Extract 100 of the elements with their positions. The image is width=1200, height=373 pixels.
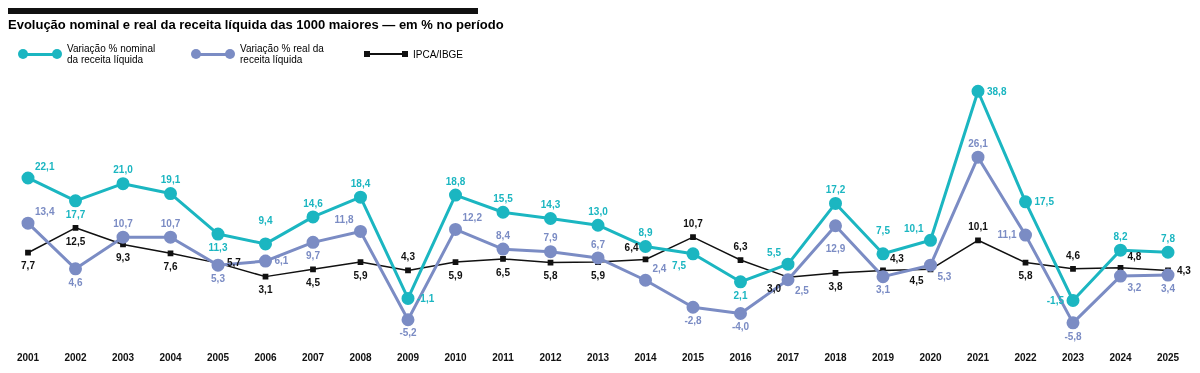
data-label: 13,0 bbox=[588, 205, 609, 217]
data-label: 18,4 bbox=[350, 177, 371, 189]
x-tick-label: 2024 bbox=[1109, 351, 1133, 363]
data-label: 17,7 bbox=[65, 208, 86, 220]
data-label: 26,1 bbox=[968, 137, 989, 149]
data-label: 6,5 bbox=[496, 266, 511, 278]
data-label: 8,4 bbox=[496, 229, 511, 241]
data-label: 8,9 bbox=[638, 227, 653, 239]
data-label: 7,9 bbox=[543, 232, 558, 244]
data-label: 4,6 bbox=[1066, 249, 1081, 261]
data-label: 4,3 bbox=[401, 251, 416, 263]
data-label: 4,5 bbox=[909, 275, 924, 287]
x-tick-label: 2001 bbox=[16, 351, 40, 363]
x-tick-label: 2012 bbox=[539, 351, 563, 363]
data-label: 10,1 bbox=[904, 223, 924, 235]
x-tick-label: 2005 bbox=[206, 351, 230, 363]
data-label: 4,3 bbox=[890, 253, 905, 265]
x-tick-label: 2019 bbox=[871, 351, 895, 363]
data-label: 19,1 bbox=[160, 174, 181, 186]
data-label: 15,5 bbox=[493, 192, 514, 204]
legend-label: Variação % nominal da receita líquida bbox=[67, 43, 157, 65]
x-tick-label: 2018 bbox=[824, 351, 848, 363]
x-tick-label: 2011 bbox=[492, 351, 515, 363]
data-label: 5,7 bbox=[227, 257, 242, 269]
data-label: 9,4 bbox=[258, 214, 273, 226]
x-tick-label: 2014 bbox=[634, 351, 658, 363]
x-tick-label: 2013 bbox=[586, 351, 610, 363]
data-label: 10,7 bbox=[113, 217, 134, 229]
data-label: 11,8 bbox=[334, 214, 354, 226]
data-label: 9,7 bbox=[306, 250, 321, 262]
data-label: 3,0 bbox=[767, 282, 782, 294]
x-tick-label: 2021 bbox=[966, 351, 990, 363]
x-tick-label: 2016 bbox=[729, 351, 753, 363]
data-label: 7,6 bbox=[163, 261, 178, 273]
data-label: -5,8 bbox=[1064, 330, 1083, 342]
data-label: 8,2 bbox=[1113, 230, 1128, 242]
data-label: 7,8 bbox=[1161, 232, 1176, 244]
legend-label: IPCA/IBGE bbox=[413, 48, 464, 60]
x-tick-label: 2023 bbox=[1061, 351, 1085, 363]
data-label: 5,9 bbox=[448, 269, 463, 281]
data-label: 5,3 bbox=[211, 272, 226, 284]
data-label: 12,5 bbox=[65, 235, 86, 247]
data-label: 2,5 bbox=[795, 285, 810, 297]
x-tick-label: 2025 bbox=[1156, 351, 1180, 363]
data-label: 2,4 bbox=[652, 263, 667, 275]
data-label: 3,1 bbox=[258, 284, 273, 296]
x-tick-label: 2009 bbox=[396, 351, 420, 363]
data-label: 17,2 bbox=[825, 184, 846, 196]
chart-title: Evolução nominal e real da receita líquida das 1000 maiores — em % no período bbox=[8, 16, 505, 34]
x-tick-label: 2015 bbox=[681, 351, 705, 363]
data-label: 5,5 bbox=[767, 246, 782, 258]
data-label: 13,4 bbox=[35, 205, 55, 217]
data-label: 4,5 bbox=[306, 277, 321, 289]
legend-label: Variação % real da receita líquida bbox=[240, 43, 325, 65]
data-label: 7,5 bbox=[672, 259, 687, 271]
data-label: 4,3 bbox=[1177, 264, 1192, 276]
data-label: 14,6 bbox=[303, 197, 324, 209]
x-tick-label: 2008 bbox=[349, 351, 373, 363]
data-label: 9,3 bbox=[116, 252, 131, 264]
x-tick-label: 2006 bbox=[254, 351, 278, 363]
x-tick-label: 2017 bbox=[776, 351, 800, 363]
data-label: -4,0 bbox=[731, 321, 750, 333]
data-label: 4,6 bbox=[68, 276, 83, 288]
data-label: 11,3 bbox=[208, 241, 228, 253]
data-label: -5,2 bbox=[399, 327, 418, 339]
data-label: 22,1 bbox=[35, 160, 55, 172]
x-tick-label: 2010 bbox=[444, 351, 468, 363]
data-label: 6,7 bbox=[591, 238, 606, 250]
data-label: 10,1 bbox=[968, 221, 989, 233]
data-label: 38,8 bbox=[987, 85, 1007, 97]
data-label: 10,7 bbox=[683, 217, 704, 229]
data-label: 14,3 bbox=[540, 199, 561, 211]
data-label: 10,7 bbox=[160, 217, 181, 229]
data-label: 6,4 bbox=[624, 242, 639, 254]
data-label: 12,9 bbox=[825, 243, 846, 255]
data-label: 21,0 bbox=[113, 164, 134, 176]
data-label: 3,8 bbox=[828, 280, 843, 292]
x-tick-label: 2002 bbox=[64, 351, 88, 363]
data-label: 4,8 bbox=[1127, 250, 1142, 262]
data-label: 5,9 bbox=[353, 269, 368, 281]
x-tick-label: 2007 bbox=[301, 351, 325, 363]
data-label: 3,1 bbox=[876, 284, 891, 296]
data-label: 5,8 bbox=[1018, 270, 1033, 282]
data-label: 5,3 bbox=[937, 270, 952, 282]
data-label: 7,5 bbox=[876, 224, 891, 236]
data-label: 18,8 bbox=[445, 175, 466, 187]
data-label: 11,1 bbox=[997, 229, 1017, 241]
data-label: 5,8 bbox=[543, 270, 558, 282]
data-label: 6,3 bbox=[733, 240, 748, 252]
data-label: 12,2 bbox=[462, 212, 483, 224]
data-label: 5,9 bbox=[591, 269, 606, 281]
data-label: 7,7 bbox=[21, 260, 36, 272]
x-tick-label: 2020 bbox=[919, 351, 943, 363]
x-tick-label: 2022 bbox=[1014, 351, 1038, 363]
data-label: 17,5 bbox=[1034, 196, 1055, 208]
x-tick-label: 2004 bbox=[159, 351, 183, 363]
data-label: -2,8 bbox=[684, 315, 703, 327]
data-label: 3,2 bbox=[1127, 281, 1142, 293]
data-label: 2,1 bbox=[733, 289, 748, 301]
data-label: 3,4 bbox=[1161, 282, 1176, 294]
